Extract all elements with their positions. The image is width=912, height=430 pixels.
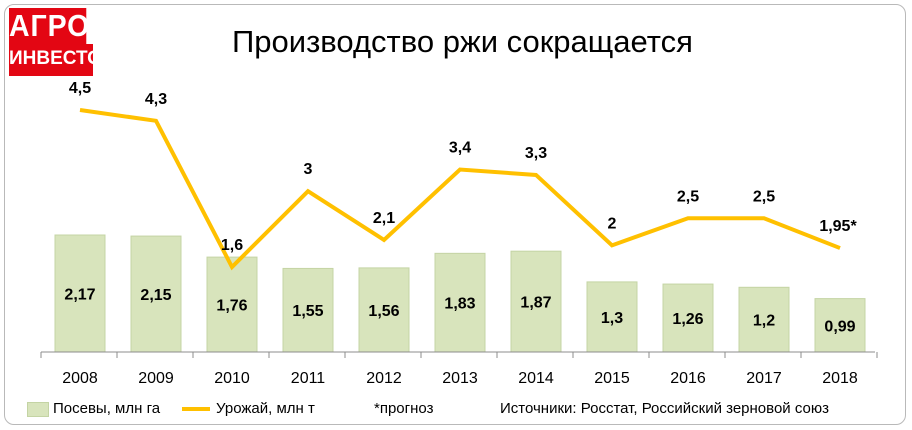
bar: [814, 298, 866, 353]
bar-data-label: 1,56: [368, 303, 399, 320]
x-tick-label: 2010: [214, 370, 250, 387]
legend-swatch-bars: [27, 401, 49, 417]
bar-data-label: 1,55: [292, 303, 323, 320]
bar: [510, 250, 562, 353]
legend: Посевы, млн га Урожай, млн т *прогноз Ис…: [0, 399, 912, 423]
line-data-label: 2,5: [753, 188, 775, 205]
line-data-label: 3,4: [449, 140, 471, 157]
x-tick-label: 2017: [746, 370, 782, 387]
bar-data-label: 1,26: [672, 311, 703, 328]
line-data-label: 1,6: [221, 237, 243, 254]
legend-note: *прогноз: [374, 399, 433, 419]
legend-swatch-line: [182, 407, 210, 411]
bar: [738, 286, 790, 353]
line-data-label: 4,5: [69, 80, 91, 97]
bar: [586, 281, 638, 353]
x-tick-label: 2009: [138, 370, 174, 387]
source-note: Источники: Росстат, Российский зерновой …: [500, 400, 829, 417]
line-data-label: 2: [608, 215, 617, 232]
bar: [54, 234, 106, 353]
bar-data-label: 1,2: [753, 313, 775, 330]
bar: [662, 283, 714, 353]
line-data-label: 1,95*: [819, 218, 857, 235]
x-tick-label: 2015: [594, 370, 630, 387]
x-tick-label: 2018: [822, 370, 858, 387]
line-data-label: 2,1: [373, 210, 395, 227]
legend-label-bars: Посевы, млн га: [53, 400, 161, 417]
line-series: [79, 108, 841, 271]
chart-title: Производство ржи сокращается: [232, 24, 693, 59]
line-data-label: 3: [304, 161, 313, 178]
legend-item-line: Урожай, млн т: [182, 399, 315, 419]
line-data-label: 4,3: [145, 91, 167, 108]
x-tick-label: 2012: [366, 370, 402, 387]
x-tick-label: 2013: [442, 370, 478, 387]
x-tick-label: 2016: [670, 370, 706, 387]
x-tick-label: 2014: [518, 370, 554, 387]
logo-bottom-text: ИНВЕСТОР: [9, 44, 115, 76]
bar: [282, 267, 334, 353]
bar-data-label: 2,17: [64, 287, 95, 304]
legend-item-bars: Посевы, млн га: [27, 399, 160, 419]
chart-frame: [4, 4, 906, 425]
bar-data-label: 1,87: [520, 295, 551, 312]
x-tick-label: 2008: [62, 370, 98, 387]
forecast-note: *прогноз: [374, 400, 434, 417]
line-data-label: 2,5: [677, 188, 699, 205]
legend-source: Источники: Росстат, Российский зерновой …: [500, 399, 829, 419]
bar-data-label: 2,15: [140, 287, 171, 304]
line-data-label: 3,3: [525, 145, 547, 162]
bar-data-label: 1,83: [444, 296, 475, 313]
logo: АГРО ИНВЕСТОР: [9, 8, 115, 76]
bar-data-label: 1,3: [601, 310, 623, 327]
bar-data-label: 1,76: [216, 298, 247, 315]
bar-data-label: 0,99: [824, 318, 855, 335]
x-tick-label: 2011: [291, 370, 326, 387]
bar: [206, 256, 258, 353]
legend-label-line: Урожай, млн т: [216, 400, 315, 417]
bar: [130, 235, 182, 353]
logo-top-text: АГРО: [9, 8, 91, 44]
